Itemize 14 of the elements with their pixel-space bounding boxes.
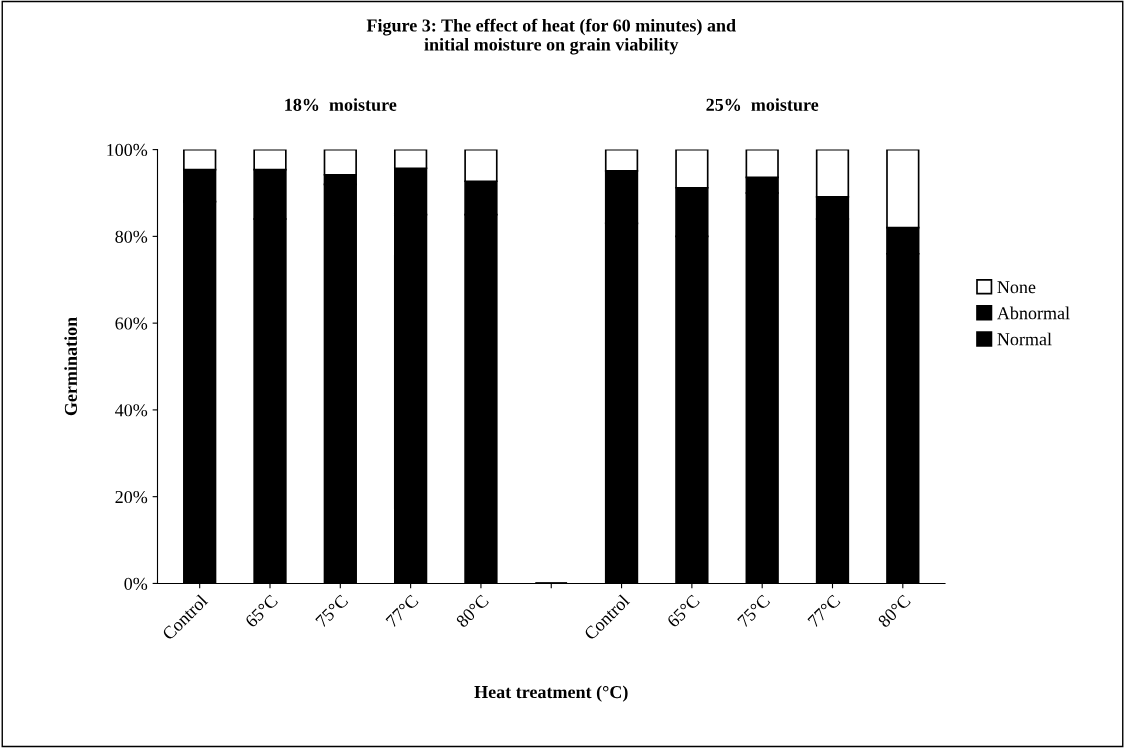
text: 18% moisture: [285, 98, 397, 111]
legend-label: None: [997, 281, 1036, 294]
y-tick-label: 60%: [115, 317, 148, 330]
legend-label: Abnormal: [997, 306, 1070, 320]
chart-title: Figure 3: The effect of heat (for 60 minutes) and initial moisture on grain viability: [366, 18, 736, 55]
y-tick-label: 0%: [124, 577, 148, 590]
y-axis-title: Germination: [64, 317, 77, 416]
y-tick-label: 100%: [107, 143, 148, 157]
x-axis-title: Heat treatment (°C): [474, 685, 628, 702]
text: 25% moisture: [706, 98, 819, 111]
y-tick-label: 20%: [115, 490, 148, 504]
legend-label: Normal: [997, 332, 1052, 346]
y-tick-label: 80%: [115, 230, 148, 243]
y-tick-label: 40%: [115, 404, 148, 417]
